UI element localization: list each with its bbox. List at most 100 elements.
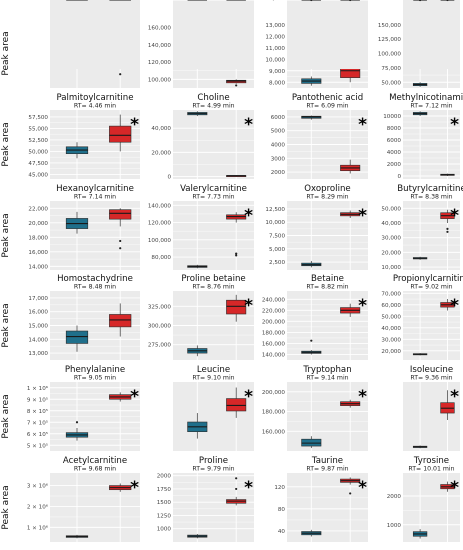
y-tick-label: 11,000	[265, 46, 285, 52]
panel-title: Propionylcarnitine	[393, 274, 463, 284]
y-tick-label: 16,000	[28, 250, 48, 256]
panel-3-dehydroxycarnitine: 3-DehydroxycarnitineRT= 10.38 min*	[49, 0, 141, 69]
panel-background	[287, 0, 368, 69]
y-tick-label: 4000	[387, 150, 402, 156]
y-tick-label: 12,500	[265, 207, 285, 213]
y-tick-label: 2000	[387, 494, 402, 500]
y-tick-label: 120	[274, 485, 285, 491]
panel-grid: CaffeineRT= 0.86 min*TheophyllineRT= 1.0…	[27, 0, 463, 542]
outlier-point	[235, 487, 238, 491]
panel-title: Hexanoylcarnitine	[56, 184, 134, 194]
y-tick-label: 8 × 10⁵	[27, 408, 48, 415]
y-tick-label: 0	[397, 174, 401, 180]
significance-star: *	[244, 115, 253, 135]
panel-subtitle: RT= 8.29 min	[306, 194, 348, 201]
y-tick-label: 20,000	[381, 250, 401, 256]
y-tick-label: 160,000	[148, 26, 172, 32]
outlier-point	[446, 227, 449, 230]
box-blue	[65, 330, 89, 344]
panel-subtitle: RT= 9.05 min	[74, 375, 116, 382]
significance-star: *	[130, 0, 139, 5]
outlier-point	[119, 73, 122, 76]
significance-star: *	[358, 296, 367, 316]
panel-title: Acetylcarnitine	[63, 456, 127, 466]
panel-subtitle: RT= 9.79 min	[192, 466, 234, 473]
y-tick-label: 140,000	[262, 352, 286, 358]
y-tick-label: 10,000	[381, 265, 401, 271]
y-tick-label: 30,000	[381, 337, 401, 343]
y-axis-title: Peak area	[1, 485, 11, 529]
significance-star: *	[450, 115, 459, 135]
y-tick-label: 5,000	[269, 0, 285, 2]
y-tick-label: 1000	[387, 523, 402, 529]
y-tick-label: 325,000	[148, 304, 172, 310]
significance-star: *	[244, 296, 253, 316]
y-tick-label: 18,000	[28, 235, 48, 241]
significance-star: *	[450, 478, 459, 498]
y-tick-label: 20,000	[381, 349, 401, 355]
box-red	[109, 314, 132, 328]
y-tick-label: 17,000	[28, 296, 48, 302]
panel-subtitle: RT= 7.73 min	[192, 194, 234, 201]
y-tick-label: 2000	[271, 170, 286, 176]
outlier-point	[235, 252, 238, 255]
y-tick-label: 8,000	[269, 80, 285, 86]
panel-title: Phenylalanine	[65, 365, 125, 375]
significance-star: *	[450, 206, 459, 226]
significance-star: *	[244, 0, 253, 5]
panel-background	[403, 382, 460, 451]
panel-background	[173, 473, 254, 542]
panel-title: Proline betaine	[181, 274, 245, 284]
y-tick-label: 15,000	[28, 324, 48, 330]
outlier-point	[235, 477, 238, 480]
y-tick-label: 60,000	[381, 303, 401, 309]
significance-star: *	[244, 387, 253, 407]
significance-star: *	[358, 478, 367, 498]
panel-title: Betaine	[311, 274, 344, 284]
y-tick-label: 10,000	[265, 57, 285, 63]
significance-star: *	[130, 387, 139, 407]
y-tick-label: 40,000	[381, 326, 401, 332]
significance-star: *	[130, 478, 139, 498]
y-tick-label: 5000	[271, 129, 286, 135]
panel-title: Palmitoylcarnitine	[56, 93, 133, 103]
y-tick-label: 6000	[387, 138, 402, 144]
y-tick-label: 30,000	[381, 236, 401, 242]
y-tick-label: 180,000	[262, 330, 286, 336]
panel-background	[287, 291, 368, 360]
panel-subtitle: RT= 9.87 min	[306, 466, 348, 473]
y-tick-label: 5 × 10⁵	[27, 442, 48, 449]
y-tick-label: 80,000	[151, 255, 171, 261]
y-tick-label: 140,000	[148, 203, 172, 209]
y-tick-label: 47,500	[28, 161, 48, 167]
y-tick-label: 3000	[271, 156, 286, 162]
y-tick-label: 180,000	[262, 410, 286, 416]
panel-background	[50, 0, 140, 69]
panel-background	[173, 201, 254, 270]
y-tick-label: 2000	[157, 474, 172, 480]
y-tick-label: 55,000	[28, 126, 48, 132]
panel-title: Homostachydrine	[57, 274, 133, 284]
significance-star: *	[358, 387, 367, 407]
panel-background	[50, 473, 140, 542]
panel-background	[287, 382, 368, 451]
panel-subtitle: RT= 4.99 min	[192, 103, 234, 110]
y-tick-label: 20,000	[265, 0, 285, 2]
box-red	[109, 209, 132, 220]
panel-background	[403, 110, 460, 179]
significance-star: *	[244, 478, 253, 498]
panel-subtitle: RT= 8.38 min	[410, 194, 452, 201]
y-tick-label: 1 × 10⁶	[27, 524, 49, 531]
